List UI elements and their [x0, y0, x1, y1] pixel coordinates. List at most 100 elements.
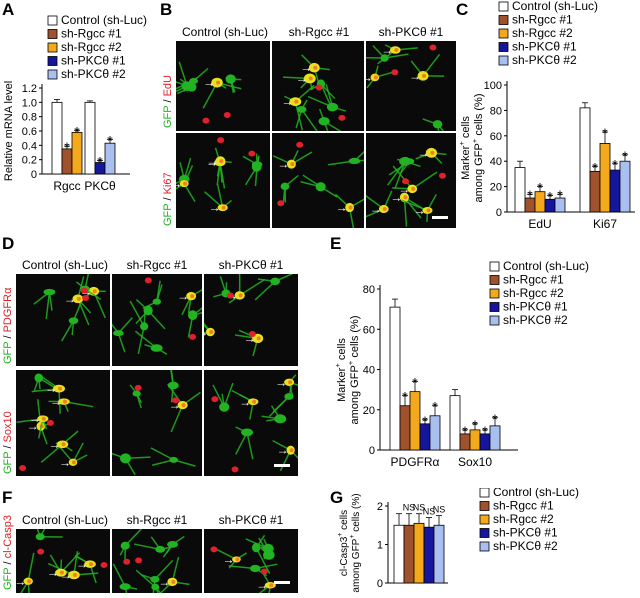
- d-title-control: Control (sh-Luc): [18, 258, 112, 272]
- legend-label-g-0: Control (sh-Luc): [493, 488, 579, 499]
- red-nucleus: [189, 334, 196, 340]
- micrograph-drawing: →→→→: [176, 133, 270, 228]
- gfp-cell: [433, 120, 442, 128]
- f-title-pkc1: sh-PKCθ #1: [204, 513, 298, 527]
- nucleus: [58, 387, 62, 391]
- micrograph-drawing: →: [112, 274, 202, 366]
- y-tick-label-e-2: 40: [363, 365, 375, 377]
- red-nucleus: [429, 45, 436, 51]
- legend-swatch-e-4: [490, 316, 499, 325]
- nucleus: [235, 557, 239, 561]
- red-nucleus: [202, 118, 209, 124]
- red-nucleus: [19, 465, 26, 471]
- sig-c-0-4: *: [557, 187, 563, 203]
- sig-a-1-4: *: [107, 133, 113, 149]
- nucleus: [290, 162, 294, 166]
- nucleus: [252, 400, 256, 404]
- nucleus: [294, 100, 298, 104]
- legend-label-a-3: sh-PKCθ #1: [61, 54, 126, 68]
- gfp-cell: [319, 117, 330, 125]
- y-tick-label-a-1: 0.2: [22, 155, 37, 167]
- micrograph-drawing: →→→→: [16, 529, 110, 593]
- legend-label-g-4: sh-PKCθ #2: [493, 539, 558, 553]
- red-nucleus: [135, 385, 142, 391]
- y-tick-label-c-5: 100: [484, 80, 502, 92]
- legend-label-c-3: sh-PKCθ #1: [512, 40, 577, 54]
- gfp-cell: [252, 162, 262, 171]
- legend-label-c-4: sh-PKCθ #2: [512, 53, 577, 67]
- sig-c-1-4: *: [622, 148, 628, 164]
- red-nucleus: [316, 84, 323, 90]
- arrow-marker: →: [222, 552, 234, 566]
- b-title-control: Control (sh-Luc): [178, 25, 272, 39]
- x-category-e-1: Sox10: [458, 455, 492, 469]
- micrograph-drawing: →→→→→→: [16, 370, 110, 476]
- y-tick-label-a-2: 0.4: [22, 140, 37, 152]
- bar-c-1-2: [600, 143, 610, 212]
- micrograph-drawing: →→: [272, 133, 364, 228]
- legend-swatch-a-2: [48, 43, 57, 52]
- arrow-marker: →: [409, 69, 421, 83]
- arrow-marker: →: [47, 566, 59, 580]
- red-nucleus: [296, 142, 303, 148]
- bar-g-0-3: [424, 527, 434, 583]
- nucleus: [60, 571, 64, 575]
- bar-e-1-2: [470, 430, 480, 450]
- legend-label-e-1: sh-Rgcc #1: [503, 273, 564, 287]
- micrograph-drawing: →→→→→: [366, 133, 456, 228]
- cell-process: [46, 292, 49, 319]
- red-nucleus: [402, 178, 409, 184]
- gfp-cell: [151, 344, 163, 352]
- y-label-e: Marker+ cellsamong GFP+ cells (%): [333, 315, 361, 424]
- gfp-cell: [241, 429, 253, 437]
- bar-c-1-4: [620, 161, 630, 212]
- micrograph-drawing: →→: [204, 529, 298, 593]
- legend-swatch-e-0: [490, 262, 499, 271]
- legend-swatch-a-1: [48, 30, 57, 39]
- y-tick-label-c-0: 0: [496, 207, 502, 219]
- gfp-cell: [169, 457, 178, 463]
- legend-swatch-g-0: [480, 488, 489, 497]
- gfp-cell: [151, 584, 159, 591]
- gfp-cell: [349, 158, 361, 164]
- red-nucleus: [261, 568, 268, 574]
- legend-swatch-e-1: [490, 276, 499, 285]
- micrograph-drawing: → → →: [366, 41, 456, 131]
- arrow-marker: →: [336, 200, 348, 214]
- x-category-e-0: PDGFRα: [391, 455, 440, 469]
- arrow-marker: →: [59, 455, 71, 469]
- nucleus: [183, 182, 187, 186]
- gfp-cell: [405, 158, 414, 164]
- arrow-marker: →: [300, 61, 312, 75]
- d-row-label-pdgfra: GFP / PDGFRα: [2, 288, 14, 364]
- arrow-marker: →: [366, 70, 373, 84]
- micrograph-f-pkc1-casp3: →→: [204, 529, 298, 593]
- b-row-label-edu: GFP / EdU: [162, 75, 174, 128]
- micrograph-drawing: →: [112, 370, 202, 476]
- gfp-cell: [121, 542, 130, 550]
- gfp-cell: [316, 182, 326, 191]
- sig-e-1-3: *: [482, 423, 488, 439]
- bar-c-1-1: [590, 171, 600, 212]
- scale-bar: [274, 464, 290, 467]
- nucleus: [171, 580, 175, 584]
- red-nucleus: [217, 137, 224, 143]
- y-label-g: cl-Casp3+ cellsamong GFP+ cells (%): [337, 493, 362, 592]
- panel-letter-b: B: [160, 0, 172, 20]
- legend-label-e-0: Control (sh-Luc): [503, 259, 589, 273]
- nucleus: [209, 330, 213, 334]
- y-tick-label-e-0: 0: [369, 445, 375, 457]
- cell-process: [247, 432, 253, 459]
- sig-e-1-4: *: [492, 411, 498, 427]
- bar-e-0-4: [430, 416, 440, 450]
- sig-e-1-1: *: [462, 423, 468, 439]
- bar-c-1-0: [580, 108, 590, 212]
- micrograph-drawing: →→: [16, 274, 110, 366]
- sig-e-1-2: *: [472, 417, 478, 433]
- legend-label-a-4: sh-PKCθ #2: [61, 67, 126, 81]
- legend-label-a-1: sh-Rgcc #1: [61, 27, 122, 41]
- arrow-marker: →: [50, 395, 62, 409]
- arrow-marker: →: [381, 43, 393, 57]
- red-nucleus: [227, 293, 234, 299]
